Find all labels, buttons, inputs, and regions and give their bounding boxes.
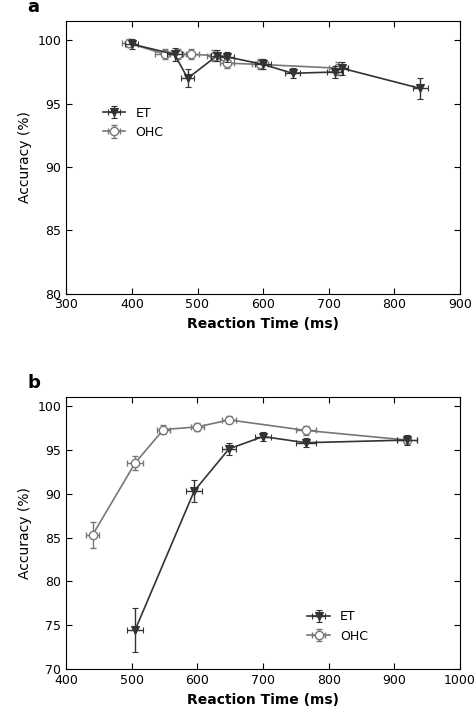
Text: b: b bbox=[27, 374, 40, 392]
Legend: ET, OHC: ET, OHC bbox=[302, 605, 373, 647]
Text: a: a bbox=[27, 0, 39, 16]
X-axis label: Reaction Time (ms): Reaction Time (ms) bbox=[187, 693, 339, 707]
Legend: ET, OHC: ET, OHC bbox=[98, 102, 168, 144]
Y-axis label: Accuracy (%): Accuracy (%) bbox=[18, 487, 32, 579]
X-axis label: Reaction Time (ms): Reaction Time (ms) bbox=[187, 317, 339, 331]
Y-axis label: Accuracy (%): Accuracy (%) bbox=[18, 112, 32, 204]
